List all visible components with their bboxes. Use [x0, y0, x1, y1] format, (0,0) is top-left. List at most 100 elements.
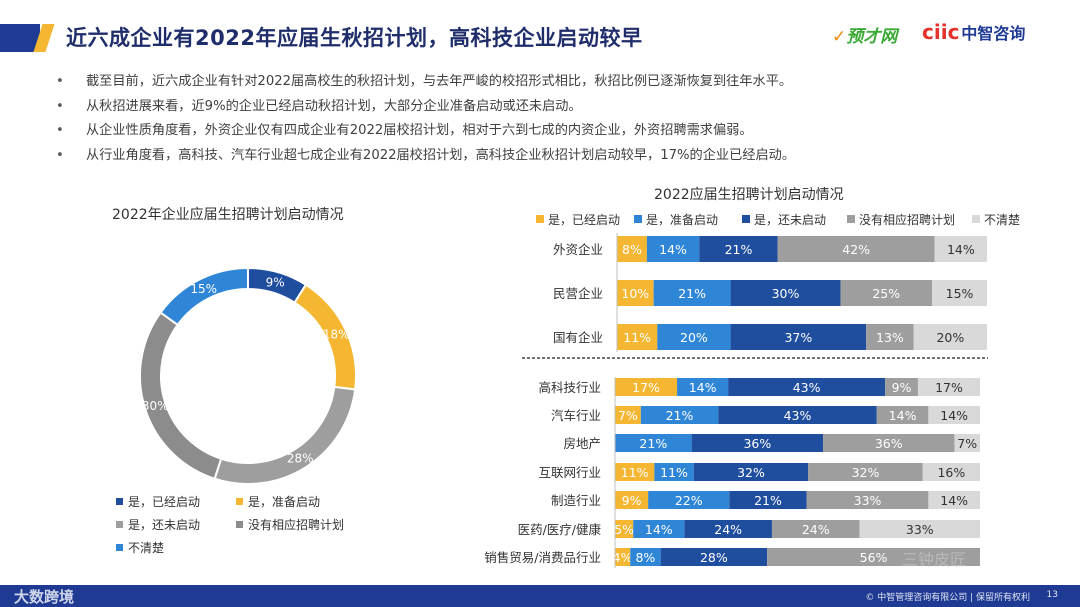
- bar-segment: [640, 406, 719, 424]
- bar-segment: [654, 463, 694, 481]
- bar-legend-swatch: [847, 215, 855, 223]
- bar-category-label: 医药/医疗/健康: [518, 522, 602, 537]
- bar-legend-label: 是，已经启动: [548, 213, 620, 227]
- bar-value-label: 14%: [689, 380, 717, 395]
- footer-copyright: © 中智管理咨询有限公司 | 保留所有权利: [865, 593, 1030, 603]
- donut-slice-label: 15%: [190, 282, 217, 296]
- bar-value-label: 14%: [645, 522, 673, 537]
- donut-slice: [213, 385, 357, 485]
- bar-value-label: 8%: [622, 242, 642, 257]
- bar-category-label: 汽车行业: [551, 408, 601, 423]
- bullet-list: 截至目前，近六成企业有针对2022届高校生的秋招计划，与去年严峻的校招形式相比，…: [56, 70, 1056, 168]
- logo-check-icon: ✓: [832, 27, 847, 47]
- bar-category-label: 销售贸易/消费品行业: [484, 550, 601, 565]
- bar-legend-swatch: [634, 215, 642, 223]
- donut-slice-label: 9%: [266, 275, 285, 289]
- bar-value-label: 10%: [621, 286, 649, 301]
- donut-slice: [139, 311, 223, 480]
- donut-slice-label: 30%: [142, 399, 169, 413]
- footer: 大数跨境 © 中智管理咨询有限公司 | 保留所有权利 13: [0, 585, 1080, 607]
- bar-value-label: 37%: [784, 330, 812, 345]
- bar-segment: [615, 378, 678, 396]
- bar-legend-label: 是，准备启动: [646, 213, 718, 227]
- bar-category-label: 高科技行业: [538, 380, 601, 395]
- bar-segment: [917, 378, 980, 396]
- bar-segment: [646, 236, 700, 262]
- donut-legend-label: 是，还未启动: [128, 518, 200, 532]
- bar-value-label: 14%: [940, 493, 968, 508]
- bar-category-label: 制造行业: [551, 493, 601, 508]
- donut-slice: [159, 266, 249, 327]
- bar-segment: [693, 463, 809, 481]
- footer-brand: 大数跨境: [14, 588, 75, 606]
- bar-legend-label: 不清楚: [984, 213, 1020, 227]
- bar-segment: [932, 280, 987, 306]
- bar-segment: [729, 491, 807, 509]
- bar-value-label: 8%: [635, 550, 655, 565]
- bar-segment: [934, 236, 987, 262]
- bar-segment: [630, 548, 661, 566]
- bar-segment: [913, 324, 987, 350]
- yucai-logo: ✓预才网: [832, 27, 898, 47]
- bullet-item: 截至目前，近六成企业有针对2022届高校生的秋招计划，与去年严峻的校招形式相比，…: [56, 70, 1056, 95]
- bar-segment: [767, 548, 980, 566]
- donut-legend-swatch: [236, 498, 243, 505]
- bullet-item: 从企业性质角度看，外资企业仅有四成企业有2022届校招计划，相对于六到七成的内资…: [56, 119, 1056, 144]
- bar-value-label: 20%: [936, 330, 964, 345]
- donut-legend-swatch: [116, 521, 123, 528]
- bar-segment: [615, 548, 631, 566]
- bar-value-label: 33%: [906, 522, 934, 537]
- bar-value-label: 24%: [714, 522, 742, 537]
- donut-legend-swatch: [116, 544, 123, 551]
- bar-segment: [954, 434, 980, 452]
- bar-segment: [615, 491, 649, 509]
- bullet-item: 从行业角度看，高科技、汽车行业超七成企业有2022届校招计划，高科技企业秋招计划…: [56, 144, 1056, 169]
- donut-legend-swatch: [236, 521, 243, 528]
- bar-segment: [633, 520, 685, 538]
- bar-value-label: 43%: [784, 408, 812, 423]
- donut-legend-label: 是，已经启动: [128, 495, 200, 509]
- bar-value-label: 14%: [659, 242, 687, 257]
- bar-value-label: 21%: [678, 286, 706, 301]
- bar-segment: [771, 520, 860, 538]
- bar-value-label: 13%: [876, 330, 904, 345]
- bar-segment: [840, 280, 933, 306]
- bar-segment: [615, 463, 655, 481]
- bar-value-label: 5%: [614, 522, 634, 537]
- bar-segment: [699, 236, 778, 262]
- bar-value-label: 32%: [737, 465, 765, 480]
- page-number: 13: [1046, 590, 1058, 600]
- bar-segment: [730, 324, 867, 350]
- bar-segment: [617, 236, 647, 262]
- bar-segment: [859, 520, 980, 538]
- bar-value-label: 17%: [632, 380, 660, 395]
- donut-chart-title: 2022年企业应届生招聘计划启动情况: [112, 207, 344, 223]
- bar-value-label: 32%: [852, 465, 880, 480]
- donut-slice-label: 28%: [287, 451, 314, 465]
- bar-segment: [617, 280, 654, 306]
- ciic-logo: ciic 中智咨询: [922, 20, 1026, 44]
- bar-value-label: 43%: [793, 380, 821, 395]
- bar-value-label: 7%: [957, 436, 977, 451]
- bar-legend-label: 是，还未启动: [754, 213, 826, 227]
- bar-value-label: 25%: [872, 286, 900, 301]
- bar-value-label: 21%: [639, 436, 667, 451]
- bar-legend-label: 没有相应招聘计划: [859, 212, 955, 227]
- bar-segment: [660, 548, 768, 566]
- donut-legend-label: 不清楚: [128, 541, 164, 555]
- bar-segment: [718, 406, 877, 424]
- bar-value-label: 11%: [660, 465, 688, 480]
- bar-value-label: 7%: [618, 408, 638, 423]
- bar-category-label: 国有企业: [553, 330, 603, 345]
- bar-category-label: 民营企业: [553, 286, 603, 301]
- donut-legend-swatch: [116, 498, 123, 505]
- bar-segment: [648, 491, 730, 509]
- bar-segment: [615, 406, 641, 424]
- bar-segment: [684, 520, 772, 538]
- bar-chart-title: 2022应届生招聘计划启动情况: [654, 187, 844, 203]
- donut-legend-label: 没有相应招聘计划: [248, 517, 344, 532]
- bar-value-label: 17%: [935, 380, 963, 395]
- bar-segment: [823, 434, 955, 452]
- title-accent-bar: [0, 24, 40, 52]
